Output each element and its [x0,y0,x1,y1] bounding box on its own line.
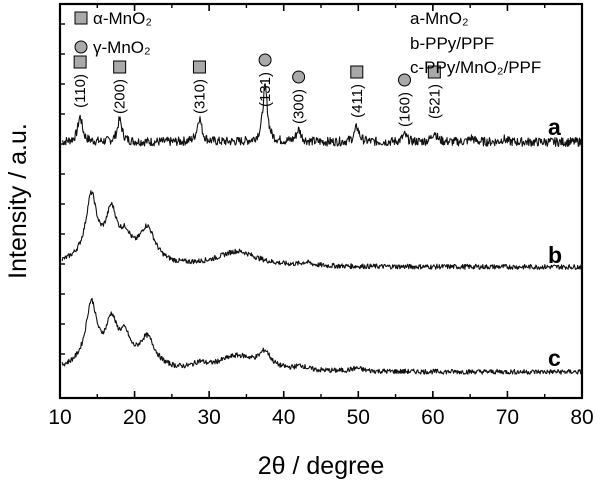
x-tick-label: 30 [197,406,220,429]
x-tick-label: 60 [421,406,444,429]
gamma-mno2-circle-icon [258,53,272,67]
alpha-mno2-square-icon [74,11,88,25]
peak-hkl-label: (131) [257,72,274,107]
gamma-mno2-circle-icon [74,40,88,54]
x-tick-label: 10 [48,406,71,429]
gamma-mno2-circle-icon [292,70,306,84]
peak-hkl-label: (200) [112,79,129,114]
legend-gamma-mno2: γ-MnO₂ [93,38,151,57]
curve-label-c: c [548,345,561,371]
y-axis-title: Intensity / a.u. [4,123,32,279]
legend-series-a: a-MnO₂ [410,9,469,28]
alpha-mno2-square-icon [113,60,127,74]
x-tick-label: 50 [347,406,370,429]
series-b-line [61,190,583,270]
curve-label-b: b [548,242,562,268]
x-tick-label: 40 [272,406,295,429]
x-tick-label: 70 [496,406,519,429]
series-legend: a-MnO₂ b-PPy/PPF c-PPy/MnO₂/PPF [410,9,541,77]
legend-series-c: c-PPy/MnO₂/PPF [410,58,541,77]
peak-hkl-label: (521) [426,84,443,119]
peak-hkl-label: (310) [191,79,208,114]
x-tick-label: 20 [123,406,146,429]
peak-hkl-label: (411) [349,84,366,118]
legend-alpha-mno2: α-MnO₂ [93,9,152,28]
series-c-line [61,297,583,375]
ticks-layer: 10 20 30 40 50 60 70 80 [48,4,594,429]
marker-legend: α-MnO₂ γ-MnO₂ [74,9,152,57]
x-tick-label: 80 [570,406,593,429]
alpha-mno2-square-icon [192,60,206,74]
peak-hkl-label: (300) [291,89,308,124]
alpha-mno2-square-icon [350,65,364,79]
legend-series-b: b-PPy/PPF [410,34,494,53]
gamma-mno2-circle-icon [398,73,412,87]
x-axis-title: 2θ / degree [258,452,385,480]
alpha-mno2-square-icon [73,55,87,69]
curves-layer [61,83,583,375]
series-a-line [61,83,583,147]
peak-hkl-label: (160) [397,92,414,127]
peak-annotations-layer: (110) (200) (310) (131) (300) (411) (160) (521) [72,53,443,127]
curve-label-a: a [548,114,561,140]
peak-hkl-label: (110) [72,74,89,108]
alpha-mno2-square-icon [427,65,441,79]
